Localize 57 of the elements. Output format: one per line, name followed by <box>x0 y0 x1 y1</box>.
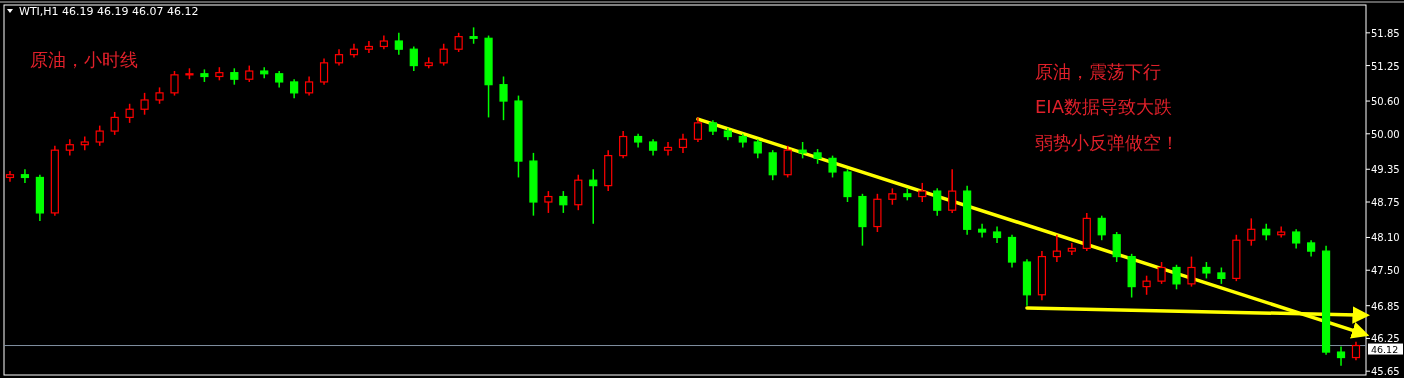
candlestick <box>1097 214 1106 241</box>
candlestick <box>768 149 777 181</box>
candlestick <box>1172 264 1181 291</box>
candlestick <box>140 92 149 116</box>
candlestick <box>80 135 89 151</box>
candlestick <box>95 124 104 147</box>
y-tick-label: 50.60 <box>1371 96 1400 108</box>
y-tick-label: 46.25 <box>1371 333 1400 345</box>
candlestick <box>1142 274 1151 296</box>
candlestick <box>499 75 508 121</box>
candlestick <box>1351 340 1361 362</box>
y-tick-label: 49.35 <box>1371 164 1400 176</box>
candlestick <box>828 154 837 179</box>
candlestick <box>20 168 30 184</box>
candlestick <box>439 43 448 67</box>
candlestick <box>753 138 762 160</box>
candlestick <box>948 168 957 214</box>
candlestick <box>544 190 553 214</box>
chart-title: WTI,H1 46.19 46.19 46.07 46.12 <box>19 5 199 18</box>
candlestick <box>1187 255 1196 288</box>
ref-line-label: 46.12 <box>1371 343 1399 355</box>
y-tick-label: 46.85 <box>1371 300 1400 312</box>
candlestick <box>170 70 179 97</box>
candlestick <box>1052 234 1061 263</box>
candlestick <box>559 190 568 214</box>
candlestick <box>933 187 942 217</box>
annotation: 原油，小时线 <box>30 49 138 70</box>
candlestick <box>409 45 418 72</box>
y-tick-label: 50.00 <box>1371 128 1400 140</box>
candlestick <box>663 141 673 157</box>
annotation: EIA数据导致大跌 <box>1035 96 1172 117</box>
candlestick <box>1112 231 1121 263</box>
candlestick <box>319 57 329 86</box>
candlestick <box>110 111 119 136</box>
candlestick <box>394 32 403 56</box>
y-tick-label: 47.50 <box>1371 265 1400 277</box>
candlestick <box>589 168 598 225</box>
candlestick <box>977 223 987 239</box>
annotation: 弱势小反弹做空！ <box>1035 132 1179 153</box>
candlestick <box>1157 261 1166 285</box>
y-tick-label: 45.65 <box>1371 366 1400 378</box>
y-tick-label: 48.10 <box>1371 232 1400 244</box>
candlestick <box>693 116 703 143</box>
candlestick <box>619 130 628 160</box>
candlestick <box>125 103 134 124</box>
candlestick <box>1247 217 1256 247</box>
candlestick <box>454 32 463 53</box>
candlestick <box>1292 228 1301 250</box>
candlestick <box>290 78 299 100</box>
y-tick-label: 51.85 <box>1371 27 1400 39</box>
y-tick-label: 48.75 <box>1371 197 1400 209</box>
y-tick-label: 51.25 <box>1371 60 1400 72</box>
candlestick <box>918 182 927 203</box>
candlestick <box>1336 345 1346 367</box>
candlestick <box>678 133 688 154</box>
candlestick <box>304 75 314 97</box>
annotation: 原油，震荡下行 <box>1035 61 1161 82</box>
